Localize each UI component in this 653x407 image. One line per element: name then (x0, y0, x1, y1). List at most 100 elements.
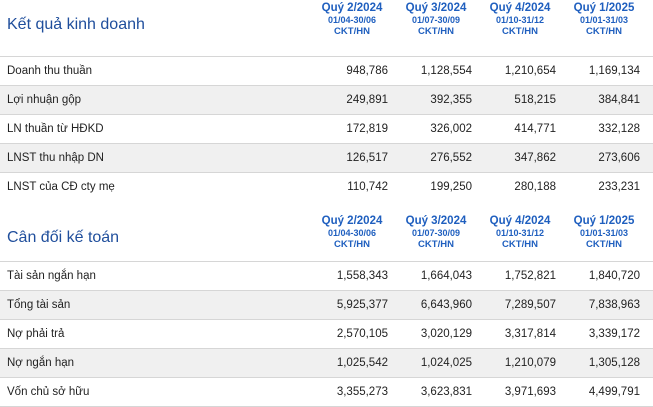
quarter-label: Quý 4/2024 (489, 2, 551, 14)
balance-quarter-header-4: Quý 1/2025 01/01-31/03 CKT/HN (562, 201, 646, 250)
quarter-range: 01/10-31/12 (495, 15, 545, 25)
quarter-label: Quý 2/2024 (321, 2, 383, 14)
quarter-label: Quý 2/2024 (321, 215, 383, 227)
divider (0, 143, 653, 144)
row-value-q4: 384,841 (598, 94, 640, 106)
divider (0, 114, 653, 115)
balance-row-equity: Vốn chủ sở hữu 3,355,273 3,623,831 3,971… (0, 378, 653, 406)
income-quarter-header-2: Quý 3/2024 01/07-30/09 CKT/HN (394, 0, 478, 37)
quarter-range: 01/10-31/12 (495, 228, 545, 238)
row-label: LNST của CĐ cty mẹ (7, 181, 115, 193)
quarter-unit: CKT/HN (334, 239, 370, 250)
row-value-q2: 1,024,025 (420, 357, 472, 369)
quarter-label: Quý 1/2025 (573, 2, 635, 14)
income-title: Kết quả kinh doanh (7, 16, 145, 33)
quarter-range: 01/07-30/09 (411, 15, 461, 25)
row-label: LNST thu nhập DN (7, 152, 104, 164)
row-value-q3: 1,210,079 (504, 357, 556, 369)
row-value-q4: 1,305,128 (588, 357, 640, 369)
income-row-operating-profit: LN thuần từ HĐKD 172,819 326,002 414,771… (0, 115, 653, 143)
balance-title: Cân đối kế toán (7, 229, 120, 246)
row-value-q3: 414,771 (514, 123, 556, 135)
balance-quarter-header-2: Quý 3/2024 01/07-30/09 CKT/HN (394, 201, 478, 250)
row-value-q2: 326,002 (430, 123, 472, 135)
balance-header: Cân đối kế toán Quý 2/2024 01/04-30/06 C… (0, 201, 653, 261)
row-value-q2: 3,020,129 (420, 328, 472, 340)
row-value-q1: 249,891 (346, 94, 388, 106)
income-quarter-header-1: Quý 2/2024 01/04-30/06 CKT/HN (310, 0, 394, 37)
income-statement-section: Kết quả kinh doanh Quý 2/2024 01/04-30/0… (0, 0, 653, 201)
row-label: LN thuần từ HĐKD (7, 123, 104, 135)
quarter-range: 01/04-30/06 (327, 15, 377, 25)
row-value-q4: 332,128 (598, 123, 640, 135)
row-label: Nợ ngắn hạn (7, 357, 75, 369)
row-value-q2: 199,250 (430, 181, 472, 193)
row-value-q4: 7,838,963 (588, 299, 640, 311)
quarter-unit: CKT/HN (418, 239, 454, 250)
income-row-revenue: Doanh thu thuần 948,786 1,128,554 1,210,… (0, 57, 653, 85)
quarter-label: Quý 4/2024 (489, 215, 551, 227)
income-row-parent-net-income: LNST của CĐ cty mẹ 110,742 199,250 280,1… (0, 173, 653, 201)
row-value-q3: 518,215 (514, 94, 556, 106)
row-value-q2: 276,552 (430, 152, 472, 164)
income-row-net-income: LNST thu nhập DN 126,517 276,552 347,862… (0, 144, 653, 172)
quarter-label: Quý 1/2025 (573, 215, 635, 227)
row-value-q1: 126,517 (346, 152, 388, 164)
row-value-q1: 110,742 (347, 181, 388, 193)
row-value-q4: 1,169,134 (588, 65, 640, 77)
row-value-q1: 1,558,343 (336, 270, 388, 282)
row-value-q1: 2,570,105 (336, 328, 388, 340)
quarter-unit: CKT/HN (586, 239, 622, 250)
row-label: Doanh thu thuần (7, 65, 93, 77)
balance-row-liabilities: Nợ phải trả 2,570,105 3,020,129 3,317,81… (0, 320, 653, 348)
income-header: Kết quả kinh doanh Quý 2/2024 01/04-30/0… (0, 0, 653, 56)
quarter-range: 01/01-31/03 (579, 15, 629, 25)
quarter-unit: CKT/HN (418, 26, 454, 37)
row-value-q2: 1,664,043 (420, 270, 472, 282)
divider (0, 85, 653, 86)
income-quarter-header-3: Quý 4/2024 01/10-31/12 CKT/HN (478, 0, 562, 37)
quarter-range: 01/01-31/03 (579, 228, 629, 238)
quarter-label: Quý 3/2024 (405, 215, 467, 227)
row-value-q1: 172,819 (346, 123, 388, 135)
row-value-q4: 233,231 (598, 181, 640, 193)
row-label: Vốn chủ sở hữu (7, 386, 90, 398)
row-value-q4: 3,339,172 (588, 328, 640, 340)
quarter-unit: CKT/HN (334, 26, 370, 37)
balance-quarter-header-3: Quý 4/2024 01/10-31/12 CKT/HN (478, 201, 562, 250)
row-value-q3: 3,971,693 (504, 386, 556, 398)
row-value-q1: 3,355,273 (336, 386, 388, 398)
row-value-q1: 1,025,542 (336, 357, 388, 369)
row-value-q3: 1,210,654 (504, 65, 556, 77)
balance-row-current-assets: Tài sản ngắn hạn 1,558,343 1,664,043 1,7… (0, 262, 653, 290)
balance-quarter-header-1: Quý 2/2024 01/04-30/06 CKT/HN (310, 201, 394, 250)
balance-sheet-section: Cân đối kế toán Quý 2/2024 01/04-30/06 C… (0, 201, 653, 407)
divider (0, 290, 653, 291)
quarter-unit: CKT/HN (586, 26, 622, 37)
row-value-q4: 4,499,791 (588, 386, 640, 398)
row-value-q4: 1,840,720 (588, 270, 640, 282)
row-value-q3: 280,188 (514, 181, 556, 193)
row-label: Tổng tài sản (7, 299, 71, 311)
row-value-q1: 948,786 (346, 65, 388, 77)
row-label: Nợ phải trả (7, 328, 65, 340)
row-value-q2: 392,355 (430, 94, 472, 106)
divider (0, 172, 653, 173)
quarter-unit: CKT/HN (502, 26, 538, 37)
balance-row-current-liabilities: Nợ ngắn hạn 1,025,542 1,024,025 1,210,07… (0, 349, 653, 377)
row-label: Tài sản ngắn hạn (7, 270, 96, 282)
quarter-range: 01/07-30/09 (411, 228, 461, 238)
quarter-range: 01/04-30/06 (327, 228, 377, 238)
divider (0, 377, 653, 378)
divider (0, 348, 653, 349)
income-row-gross-profit: Lợi nhuận gộp 249,891 392,355 518,215 38… (0, 86, 653, 114)
balance-row-total-assets: Tổng tài sản 5,925,377 6,643,960 7,289,5… (0, 291, 653, 319)
divider (0, 261, 653, 262)
row-value-q3: 7,289,507 (504, 299, 556, 311)
divider (0, 319, 653, 320)
divider (0, 56, 653, 57)
row-value-q2: 6,643,960 (420, 299, 472, 311)
quarter-label: Quý 3/2024 (405, 2, 467, 14)
row-value-q3: 1,752,821 (504, 270, 556, 282)
row-value-q2: 3,623,831 (420, 386, 472, 398)
